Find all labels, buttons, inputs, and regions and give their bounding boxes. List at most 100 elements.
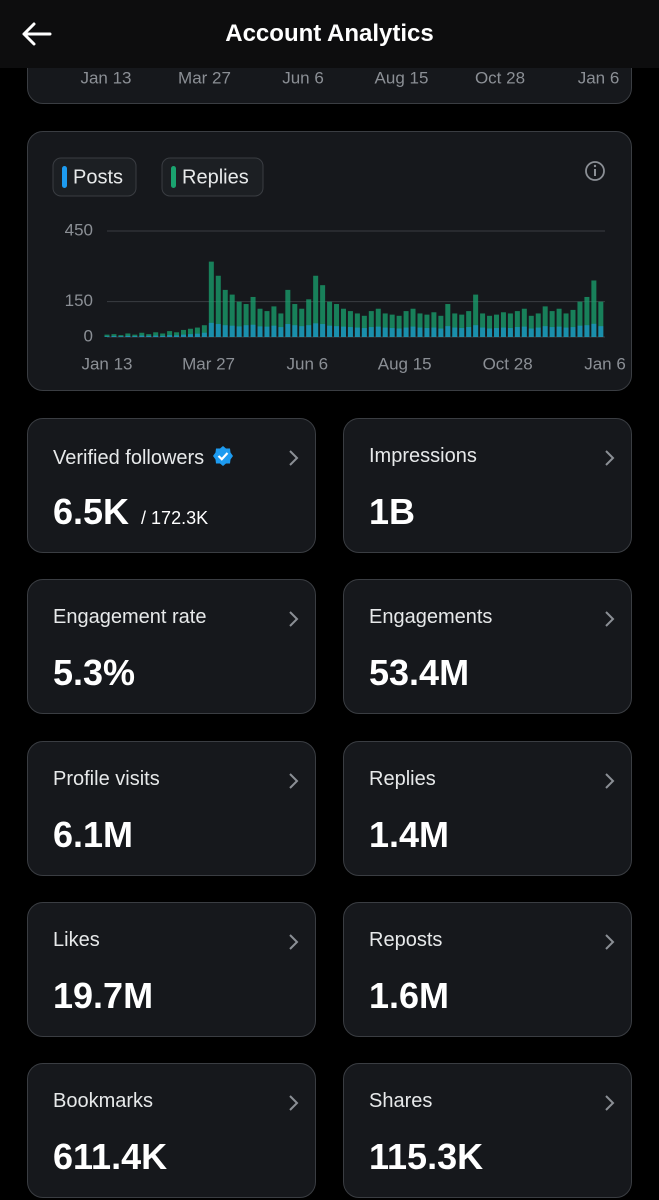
bar (375, 308, 381, 337)
back-button[interactable] (18, 14, 58, 54)
x-tick-label: Mar 27 (178, 68, 231, 87)
metric-card[interactable]: Engagements 53.4M (343, 579, 632, 715)
bar (396, 328, 402, 337)
chevron (605, 450, 615, 466)
bar (431, 327, 437, 337)
bar (361, 315, 367, 337)
y-tick-label: 0 (84, 326, 93, 345)
bar (340, 308, 346, 337)
x-tick-label: Jan 13 (81, 354, 132, 373)
metric-card[interactable]: Bookmarks 611.4K (27, 1063, 316, 1199)
chevron (289, 611, 299, 628)
bar (104, 336, 110, 337)
bar (521, 326, 527, 337)
bar (452, 327, 458, 337)
bar (382, 313, 388, 337)
legend-swatch (62, 166, 67, 188)
bar (577, 301, 583, 337)
bar (250, 296, 256, 337)
bar (507, 328, 513, 337)
metric-card[interactable]: Verified followers 6.5K / 172.3K (27, 418, 316, 553)
bar (361, 328, 367, 337)
bar (208, 322, 214, 337)
bar (563, 313, 569, 337)
legend-label: Posts (73, 166, 123, 188)
chevron (289, 772, 299, 789)
metric-value-text: 19.7M (53, 974, 154, 1016)
bar (243, 304, 249, 337)
metric-card[interactable]: Engagement rate 5.3% (27, 579, 316, 715)
metric-card[interactable]: Likes 19.7M (27, 901, 316, 1037)
bar (181, 334, 187, 337)
bar (271, 306, 277, 337)
bar (125, 333, 131, 337)
bar (410, 308, 416, 337)
x-tick-label: Jun 6 (287, 354, 329, 373)
bar (500, 327, 506, 337)
metric-value: 1.4M (369, 814, 449, 856)
metric-value-text: 1.4M (369, 813, 450, 855)
bar (139, 335, 145, 337)
bar (222, 289, 228, 337)
bar (132, 336, 138, 337)
x-tick-label: Mar 27 (182, 354, 235, 373)
bar (480, 313, 486, 337)
bar (563, 327, 569, 337)
x-tick-label: Jun 6 (282, 68, 324, 87)
bar (264, 311, 270, 337)
metric-card[interactable]: Replies 1.4M (343, 740, 632, 876)
metric-card[interactable]: Reposts 1.6M (343, 901, 632, 1037)
bar (556, 308, 562, 337)
metric-label: Shares (369, 1090, 433, 1113)
chart: Posts Replies 0 150 450 Jan 13 Mar 27 Jun 6 Aug … (52, 157, 626, 373)
info-icon-dot (593, 164, 597, 168)
bar (403, 311, 409, 337)
bar (347, 311, 353, 337)
metric-card[interactable]: Impressions 1B (343, 418, 632, 553)
bar (382, 327, 388, 337)
bar (542, 326, 548, 337)
metric-label: Impressions (369, 445, 477, 467)
metric-value: 6.1M (53, 814, 133, 856)
bar (306, 325, 312, 337)
metric-card[interactable]: Profile visits 6.1M (27, 740, 316, 876)
bar (403, 327, 409, 337)
bar (292, 325, 298, 337)
legend-box (161, 157, 264, 197)
bar (452, 313, 458, 337)
bar (181, 329, 187, 337)
bar (243, 325, 249, 337)
bar (125, 335, 131, 337)
metric-value: 53.4M (369, 652, 469, 694)
bar (139, 332, 145, 337)
bar (187, 328, 193, 337)
legend-box (52, 157, 137, 197)
bar (111, 334, 117, 337)
metric-value-text: 611.4K (53, 1136, 168, 1178)
bar (229, 325, 235, 337)
bar (431, 312, 437, 337)
chevron (605, 1095, 615, 1111)
metric-value: 5.3% (53, 652, 135, 694)
metric-label: Engagements (369, 606, 493, 629)
legend-label: Replies (182, 166, 249, 188)
bar (535, 327, 541, 337)
bar (417, 313, 423, 337)
bar (514, 327, 520, 337)
bar (507, 313, 513, 337)
bar (396, 315, 402, 337)
x-tick-label: Aug 15 (378, 354, 432, 373)
metric-value-text: 6.1M (53, 813, 134, 855)
metric-label: Engagement rate (53, 606, 207, 629)
bar (146, 334, 152, 337)
bar (542, 306, 548, 337)
bar (389, 328, 395, 337)
bar (570, 309, 576, 337)
bar (466, 327, 472, 337)
metric-subvalue: / 172.3K (141, 508, 209, 528)
metric-value-text: 6.5K (53, 491, 130, 532)
bar (354, 327, 360, 337)
metric-value: 19.7M (53, 975, 153, 1017)
bar (320, 324, 326, 337)
metric-card[interactable]: Shares 115.3K (343, 1063, 632, 1199)
